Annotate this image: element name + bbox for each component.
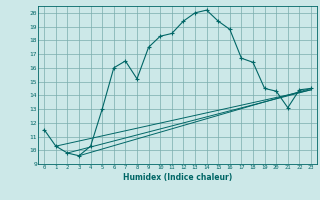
X-axis label: Humidex (Indice chaleur): Humidex (Indice chaleur) [123, 173, 232, 182]
